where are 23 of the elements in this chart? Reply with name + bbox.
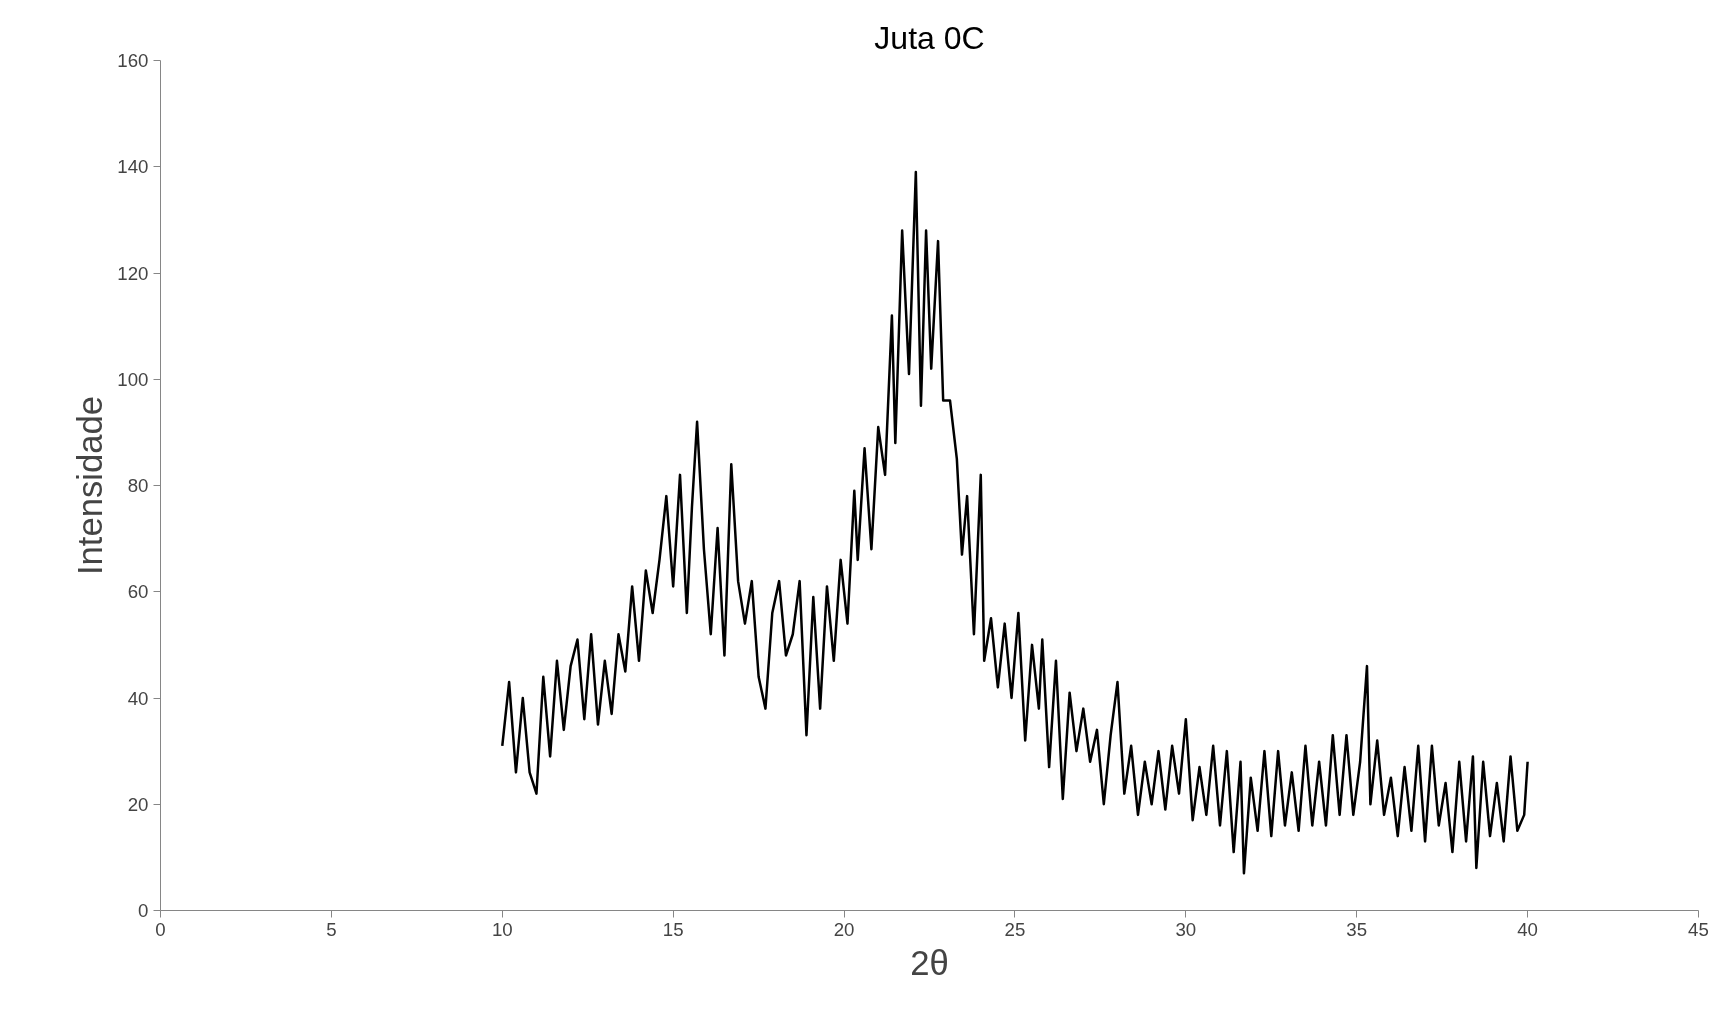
x-tick-label: 10 [491,918,513,940]
y-tick-label: 140 [117,156,149,178]
x-tick-label: 35 [1346,918,1368,940]
y-tick-label: 60 [127,581,149,603]
y-tick-label: 80 [127,475,149,496]
y-tick-label: 120 [117,262,149,284]
x-tick-label: 25 [1004,918,1026,940]
y-tick-label: 100 [117,368,149,390]
y-axis-title: Intensidade [71,395,110,576]
chart-title: Juta 0C [874,19,985,56]
y-tick-label: 160 [117,50,149,71]
x-tick-label: 30 [1175,918,1197,940]
x-tick-label: 45 [1688,918,1709,940]
y-tick-label: 20 [127,793,149,815]
x-tick-label: 20 [833,918,855,940]
x-tick-label: 40 [1517,918,1538,940]
line-series [501,170,1529,875]
y-tick-label: 0 [138,900,149,921]
y-tick-label: 40 [127,687,149,709]
x-tick-label: 0 [155,918,166,940]
x-tick-label: 5 [326,918,337,940]
x-tick-label: 15 [662,918,684,940]
x-axis-title: 2θ [910,943,949,982]
